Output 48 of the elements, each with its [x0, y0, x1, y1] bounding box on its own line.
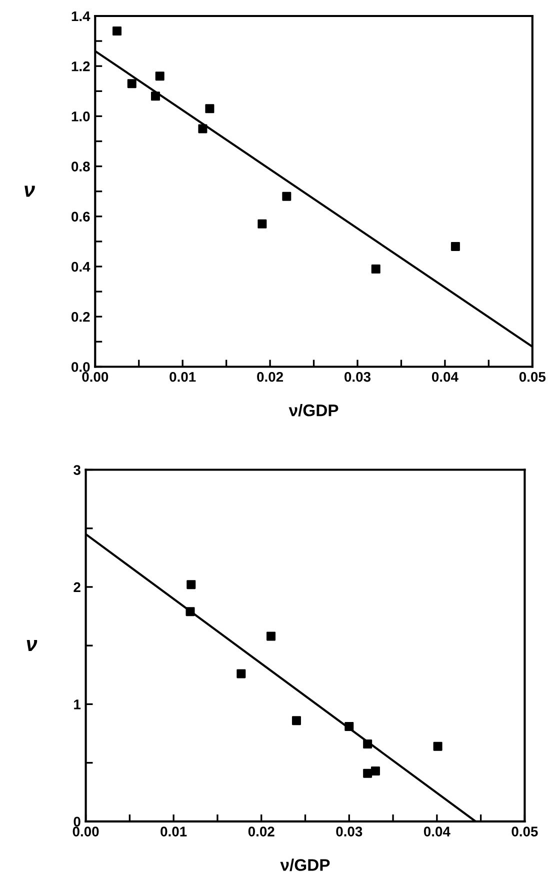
- x-tick-label: 0.03: [336, 826, 362, 836]
- x-axis-title: ν/GDP: [288, 404, 338, 416]
- y-tick-label: 0: [74, 816, 80, 827]
- point: [198, 124, 208, 134]
- point: [155, 72, 164, 81]
- point: [344, 722, 354, 731]
- point: [186, 607, 195, 616]
- point: [258, 219, 267, 228]
- point: [205, 104, 214, 114]
- point: [112, 26, 122, 36]
- x-tick-label: 0.04: [424, 826, 450, 836]
- point: [292, 716, 301, 726]
- y-axis-title: ν: [26, 640, 38, 651]
- point: [150, 92, 160, 101]
- point: [363, 768, 372, 778]
- x-tick-label: 0.05: [519, 372, 546, 382]
- x-tick-label: 0.02: [248, 826, 274, 836]
- point: [371, 264, 380, 274]
- point: [186, 580, 196, 590]
- point: [450, 242, 460, 251]
- y-tick-label: 0.0: [72, 362, 90, 372]
- point: [282, 192, 292, 201]
- y-tick-label: 3: [74, 465, 80, 475]
- x-tick-label: 0.02: [257, 372, 284, 382]
- x-tick-label: 0.00: [72, 826, 99, 836]
- y-tick-label: 0.6: [72, 212, 90, 222]
- point: [370, 766, 380, 776]
- x-tick-label: 0.03: [344, 372, 371, 382]
- y-tick-label: 0.4: [72, 262, 90, 272]
- point: [127, 79, 136, 88]
- x-axis-title: ν/GDP: [280, 858, 330, 872]
- x-tick-label: 0.00: [82, 372, 108, 382]
- point: [266, 632, 276, 641]
- y-tick-label: 0.2: [72, 312, 90, 322]
- x-tick-label: 0.01: [160, 826, 187, 836]
- y-tick-label: 1.2: [72, 61, 90, 72]
- x-tick-label: 0.01: [170, 372, 196, 382]
- y-tick-label: 1.4: [72, 11, 90, 22]
- x-tick-label: 0.05: [512, 826, 538, 836]
- point: [236, 669, 246, 678]
- point: [433, 742, 442, 751]
- y-tick-label: 1: [74, 700, 81, 710]
- x-tick-label: 0.04: [432, 372, 458, 382]
- y-tick-label: 1.0: [72, 112, 90, 122]
- y-tick-label: 2: [74, 582, 80, 592]
- y-axis-title: ν: [24, 186, 35, 197]
- y-tick-label: 0.8: [72, 162, 90, 172]
- point: [363, 740, 372, 749]
